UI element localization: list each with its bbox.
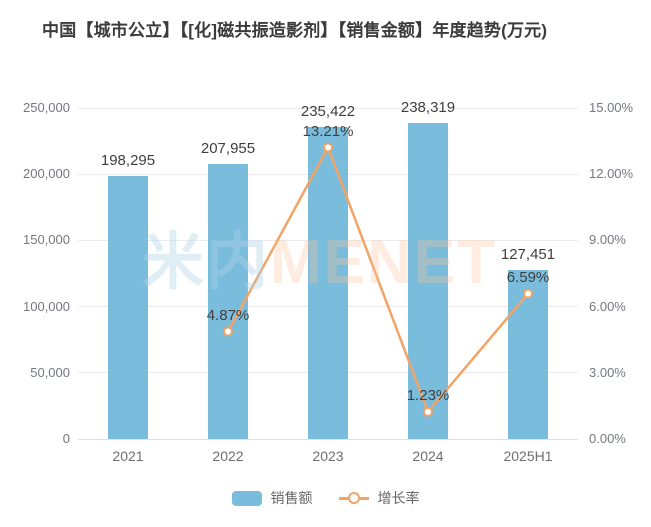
legend-item-growth[interactable]: 增长率	[338, 488, 420, 508]
left-axis-tick: 250,000	[23, 100, 70, 115]
sales-bar-2024[interactable]	[408, 123, 448, 439]
x-axis-label-2024: 2024	[412, 448, 444, 464]
sales-bar-2021[interactable]	[108, 176, 148, 439]
growth-point-2022[interactable]	[223, 326, 233, 337]
right-axis-tick: 6.00%	[589, 298, 626, 314]
growth-line-svg	[223, 142, 533, 417]
left-axis-tick: 200,000	[23, 166, 70, 182]
growth-value-label: 1.23%	[406, 386, 450, 404]
right-axis-tick: 9.00%	[589, 232, 626, 248]
sales-value-label: 238,319	[400, 99, 456, 117]
left-axis-tick: 100,000	[23, 298, 70, 314]
growth-value-label: 6.59%	[506, 268, 550, 286]
growth-value-label: 13.21%	[302, 122, 354, 140]
sales-value-label: 198,295	[100, 152, 156, 170]
left-axis-tick: 150,000	[23, 232, 70, 248]
plot-area: 198,295 207,955 235,422 238,319 127,451 4.87%…	[78, 99, 578, 440]
right-axis-tick: 0.00%	[589, 431, 626, 446]
x-axis-label-2023: 2023	[312, 448, 344, 464]
growth-point-2023[interactable]	[323, 142, 333, 153]
left-axis-tick: 50,000	[30, 364, 70, 380]
right-axis-tick: 3.00%	[589, 364, 626, 380]
growth-point-2024[interactable]	[423, 406, 433, 417]
sales-value-label: 207,955	[200, 139, 256, 157]
growth-value-label: 4.87%	[206, 306, 250, 324]
chart-legend: 销售额 增长率	[0, 488, 651, 508]
sales-swatch-icon	[231, 490, 262, 506]
legend-growth-label: 增长率	[377, 490, 420, 506]
sales-bar-2022[interactable]	[208, 163, 248, 439]
growth-line-marker-icon	[338, 491, 369, 505]
growth-line-path	[226, 144, 529, 415]
right-axis-tick: 12.00%	[589, 166, 634, 182]
gridline	[78, 107, 578, 109]
legend-item-sales[interactable]: 销售额	[231, 488, 313, 508]
x-axis-label-2025H1: 2025H1	[503, 448, 553, 464]
right-axis-tick: 15.00%	[589, 100, 634, 115]
gridline	[78, 438, 578, 440]
x-axis-label-2021: 2021	[112, 448, 144, 464]
sales-value-label: 235,422	[300, 103, 356, 121]
left-axis-tick: 0	[62, 431, 70, 446]
x-axis-label-2022: 2022	[212, 448, 244, 464]
growth-point-2025H1[interactable]	[523, 288, 533, 299]
chart-title: 中国【城市公立】【[化]磁共振造影剂】【销售金额】年度趋势(万元)	[42, 21, 548, 40]
legend-sales-label: 销售额	[270, 490, 313, 506]
sales-value-label: 127,451	[500, 246, 556, 264]
